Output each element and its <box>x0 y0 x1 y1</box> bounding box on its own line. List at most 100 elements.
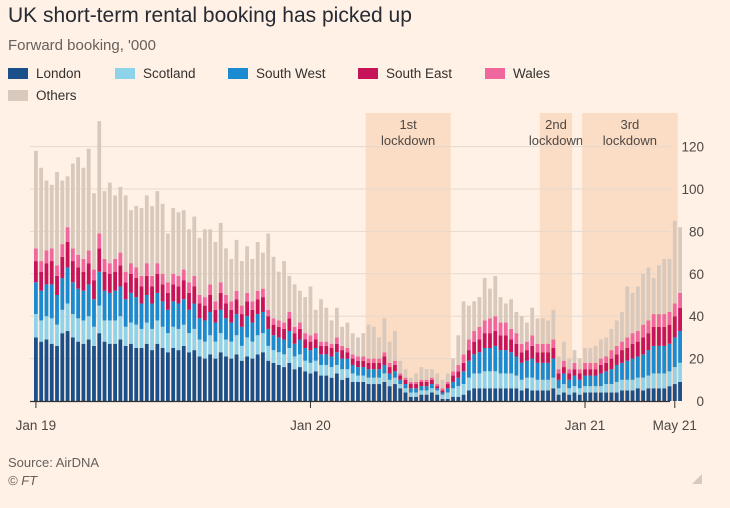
bar-scotland-113 <box>630 379 635 391</box>
bar-wales-89 <box>503 322 508 336</box>
bar-south-east-96 <box>540 352 545 363</box>
bar-wales-92 <box>519 343 524 353</box>
bar-south-east-91 <box>514 343 519 357</box>
bar-scotland-43 <box>261 333 265 353</box>
bar-wales-86 <box>488 318 492 334</box>
bar-others-49 <box>292 284 297 327</box>
bar-south-west-110 <box>614 364 619 382</box>
bar-scotland-64 <box>371 377 376 385</box>
bar-scotland-13 <box>102 320 107 342</box>
lockdown-label-3-line-2: lockdown <box>603 133 657 148</box>
bar-south-west-104 <box>583 375 587 387</box>
bar-london-9 <box>81 343 86 401</box>
bar-wales-34 <box>213 301 218 310</box>
bar-others-45 <box>271 256 276 319</box>
bar-south-east-86 <box>488 333 492 348</box>
bar-south-west-117 <box>651 345 656 374</box>
bar-south-east-3 <box>49 261 54 285</box>
bar-london-3 <box>49 343 54 401</box>
bar-others-31 <box>197 237 202 295</box>
bar-south-east-78 <box>445 384 450 389</box>
bar-london-106 <box>593 392 598 401</box>
bar-scotland-53 <box>313 360 318 372</box>
bar-scotland-12 <box>97 305 102 334</box>
bar-south-west-95 <box>535 362 540 380</box>
bar-wales-81 <box>461 354 466 363</box>
bar-scotland-49 <box>292 356 297 370</box>
bar-south-east-107 <box>598 364 603 374</box>
bar-scotland-40 <box>245 337 249 357</box>
bar-scotland-121 <box>672 367 677 385</box>
bar-wales-32 <box>202 297 207 306</box>
bar-scotland-107 <box>598 386 603 393</box>
bar-others-119 <box>662 258 667 315</box>
bar-others-116 <box>646 267 651 321</box>
bar-london-48 <box>287 362 292 401</box>
bar-south-west-50 <box>298 339 302 355</box>
bar-london-122 <box>678 381 682 401</box>
bar-south-east-94 <box>530 345 535 359</box>
bar-south-east-43 <box>261 297 265 312</box>
bar-scotland-70 <box>403 388 408 393</box>
bar-south-east-1 <box>39 271 44 291</box>
x-tick-label-jan-19: Jan 19 <box>16 418 57 433</box>
bar-london-2 <box>44 339 49 401</box>
legend-item-scotland: Scotland <box>115 66 196 81</box>
bar-others-7 <box>70 163 75 249</box>
bar-south-east-92 <box>519 352 524 363</box>
bar-wales-19 <box>134 267 139 279</box>
bar-wales-84 <box>477 326 482 340</box>
bar-london-114 <box>635 388 640 401</box>
bar-wales-61 <box>356 356 360 361</box>
bar-scotland-120 <box>667 371 672 387</box>
bar-wales-72 <box>414 381 418 385</box>
bar-others-35 <box>218 222 223 283</box>
bar-south-west-105 <box>588 375 593 387</box>
bar-others-42 <box>255 242 260 291</box>
bar-wales-101 <box>567 369 572 374</box>
lockdown-label-2-line-2: lockdown <box>529 133 583 148</box>
bar-others-110 <box>614 320 619 346</box>
bar-others-101 <box>567 358 572 370</box>
bar-scotland-111 <box>620 379 624 391</box>
bar-others-0 <box>34 150 38 249</box>
bar-others-22 <box>150 205 154 276</box>
bar-london-53 <box>313 371 318 401</box>
bar-scotland-20 <box>139 328 144 348</box>
bar-london-47 <box>282 367 286 401</box>
bar-scotland-60 <box>350 373 355 382</box>
bar-london-42 <box>255 354 260 401</box>
bar-scotland-72 <box>414 392 418 397</box>
bar-london-54 <box>319 375 323 401</box>
bar-wales-18 <box>129 263 133 274</box>
bar-london-85 <box>482 388 487 401</box>
bar-south-west-36 <box>224 318 228 340</box>
bar-scotland-101 <box>567 388 572 395</box>
bar-scotland-50 <box>298 354 302 368</box>
bar-others-93 <box>525 322 529 342</box>
bar-scotland-61 <box>356 375 360 382</box>
bar-others-39 <box>239 261 244 306</box>
bar-others-12 <box>97 121 102 234</box>
bar-south-west-14 <box>107 292 112 321</box>
bar-others-9 <box>81 167 86 259</box>
bar-scotland-105 <box>588 386 593 393</box>
bar-south-west-108 <box>604 371 609 385</box>
bar-south-east-109 <box>609 358 614 370</box>
bar-south-west-61 <box>356 367 360 376</box>
bar-scotland-57 <box>334 364 339 374</box>
bar-london-70 <box>403 392 408 401</box>
bar-wales-47 <box>282 322 286 329</box>
bar-south-west-64 <box>371 369 376 378</box>
bar-others-68 <box>393 331 397 361</box>
bar-others-48 <box>287 275 292 312</box>
bar-london-77 <box>440 398 445 401</box>
bar-london-100 <box>562 392 566 401</box>
bar-others-1 <box>39 167 44 262</box>
bar-south-east-53 <box>313 339 318 348</box>
bar-scotland-85 <box>482 371 487 389</box>
bar-wales-57 <box>334 337 339 344</box>
bar-south-east-101 <box>567 373 572 380</box>
bar-others-61 <box>356 337 360 357</box>
bar-others-84 <box>477 297 482 327</box>
